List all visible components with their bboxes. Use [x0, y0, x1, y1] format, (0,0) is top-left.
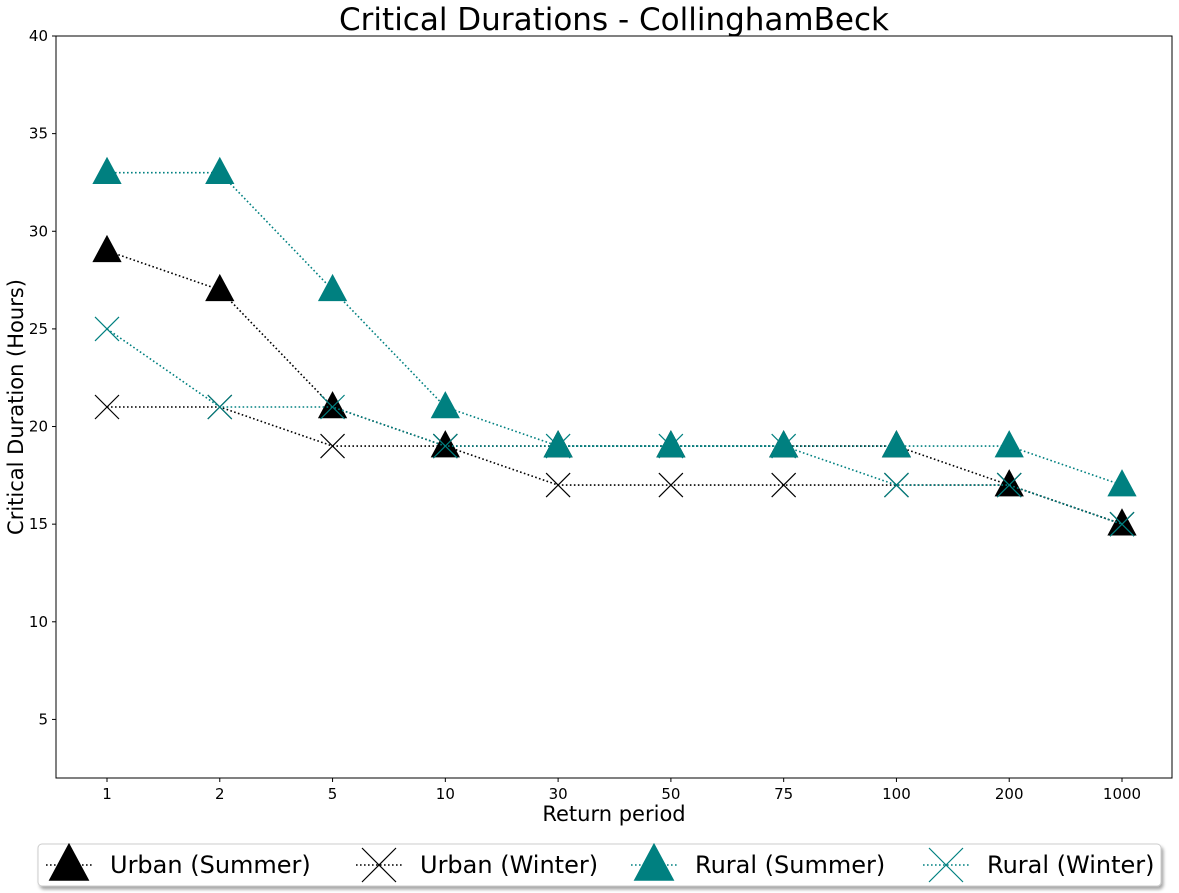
- y-tick-label: 35: [29, 125, 48, 143]
- x-marker: [884, 472, 909, 498]
- series-2: [92, 156, 1137, 497]
- x-tick-label: 75: [774, 785, 793, 803]
- x-tick-label: 5: [328, 785, 338, 803]
- x-marker: [545, 472, 571, 498]
- legend-x-marker: [928, 847, 964, 883]
- x-marker: [94, 316, 120, 342]
- y-axis: 5 10 15 20 25 30 35 40: [29, 27, 56, 728]
- x-marker: [1109, 511, 1135, 537]
- legend-triangle-marker: [48, 842, 90, 881]
- x-axis: 1 2 5 10 30 50 75 100 200 1000: [102, 778, 1141, 803]
- x-marker: [771, 433, 797, 459]
- triangle-marker: [1107, 469, 1137, 497]
- y-tick-label: 20: [29, 418, 48, 436]
- series-line: [106, 328, 1123, 525]
- y-tick-label: 40: [29, 27, 48, 45]
- triangle-marker: [994, 430, 1024, 458]
- x-marker: [771, 472, 797, 498]
- legend: Urban (Summer) Urban (Winter) Rural (Summe…: [37, 842, 1162, 887]
- y-tick-label: 30: [29, 222, 48, 240]
- y-tick-label: 10: [29, 613, 48, 631]
- x-marker: [545, 433, 571, 459]
- legend-label: Urban (Summer): [110, 851, 311, 879]
- x-axis-title: Return period: [542, 802, 685, 826]
- legend-entry: Urban (Winter): [356, 847, 598, 883]
- x-marker: [658, 472, 684, 498]
- x-marker: [432, 433, 458, 459]
- legend-entry: Rural (Summer): [631, 842, 885, 881]
- chart-title: Critical Durations - CollinghamBeck: [339, 2, 889, 38]
- x-marker: [658, 433, 684, 459]
- y-axis-title: Critical Duration (Hours): [4, 279, 28, 535]
- series-layer: [92, 156, 1137, 537]
- legend-triangle-marker: [633, 842, 675, 881]
- x-tick-label: 2: [215, 785, 225, 803]
- series-line: [107, 406, 1123, 525]
- legend-entry: Urban (Summer): [46, 842, 311, 881]
- legend-box: [37, 843, 1162, 887]
- triangle-marker: [430, 391, 460, 419]
- triangle-marker: [205, 273, 235, 302]
- x-tick-label: 50: [661, 785, 680, 803]
- triangle-marker: [543, 430, 573, 458]
- triangle-marker: [769, 430, 799, 458]
- triangle-marker: [205, 156, 235, 184]
- x-tick-label: 100: [882, 785, 911, 803]
- triangle-marker: [994, 469, 1024, 497]
- y-tick-label: 15: [29, 515, 48, 533]
- x-tick-label: 30: [549, 785, 568, 803]
- legend-label: Urban (Winter): [420, 851, 598, 879]
- legend-x-marker: [361, 847, 397, 883]
- legend-entry: Rural (Winter): [923, 847, 1155, 883]
- triangle-marker: [92, 234, 122, 263]
- plot-area: [55, 35, 1173, 779]
- y-tick-label: 25: [29, 320, 48, 338]
- x-marker: [320, 394, 345, 420]
- x-tick-label: 200: [995, 785, 1024, 803]
- triangle-marker: [92, 156, 122, 184]
- triangle-marker: [430, 430, 460, 458]
- x-marker: [94, 394, 120, 420]
- x-marker: [996, 472, 1022, 498]
- triangle-marker: [1107, 508, 1137, 536]
- x-tick-label: 1: [102, 785, 112, 803]
- series-3: [94, 316, 1135, 537]
- x-marker: [207, 394, 233, 420]
- x-tick-label: 1000: [1103, 785, 1141, 803]
- legend-label: Rural (Winter): [987, 851, 1155, 879]
- triangle-marker: [317, 391, 348, 419]
- x-marker: [320, 433, 345, 459]
- y-tick-label: 5: [38, 710, 48, 728]
- triangle-marker: [881, 430, 912, 458]
- series-line: [106, 250, 1123, 525]
- x-tick-label: 10: [436, 785, 455, 803]
- legend-label: Rural (Summer): [695, 851, 885, 879]
- triangle-marker: [317, 273, 348, 302]
- series-line: [107, 171, 1123, 486]
- triangle-marker: [656, 430, 686, 458]
